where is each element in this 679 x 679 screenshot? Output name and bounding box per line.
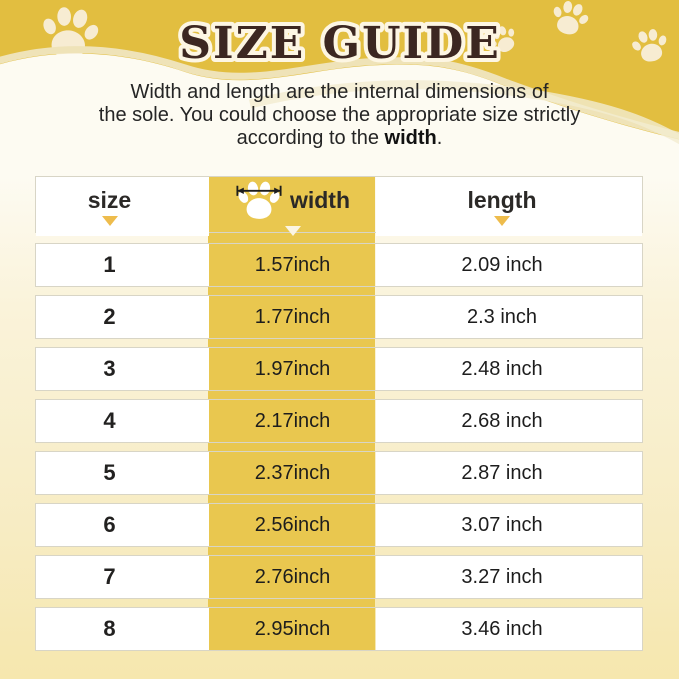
table-row: 3 1.97inch 2.48 inch [35,347,643,391]
table-row: 8 2.95inch 3.46 inch [35,607,643,651]
width-cell: 2.37inch [254,461,331,484]
table-row: 1 1.57inch 2.09 inch [35,243,643,287]
description-line-2: the sole. You could choose the appropria… [98,104,581,126]
length-cell: 2.09 inch [376,244,642,286]
table-row: 2 1.77inch 2.3 inch [35,295,643,339]
size-cell: 7 [36,556,209,598]
width-column-highlight [208,176,375,651]
width-header-label: width [289,187,351,213]
width-cell: 2.95inch [254,617,331,640]
top-banner: SIZE GUIDE [0,0,679,176]
table-row: 5 2.37inch 2.87 inch [35,451,643,495]
size-cell: 4 [36,400,209,442]
description-line-1: Width and length are the internal dimens… [130,81,549,103]
size-cell: 8 [36,608,209,650]
wave-divider [0,46,679,176]
length-cell: 3.27 inch [376,556,642,598]
length-cell: 2.68 inch [376,400,642,442]
column-header-width: width [209,177,376,236]
description-line-3: according to the width. [236,127,443,149]
size-cell: 6 [36,504,209,546]
table-row: 7 2.76inch 3.27 inch [35,555,643,599]
length-header-label: length [467,187,537,213]
triangle-down-icon [284,226,301,236]
width-cell: 2.76inch [254,565,331,588]
size-header-label: size [87,187,132,213]
triangle-down-icon [494,216,510,226]
table-row: 6 2.56inch 3.07 inch [35,503,643,547]
table-row: 4 2.17inch 2.68 inch [35,399,643,443]
size-cell: 3 [36,348,209,390]
size-cell: 2 [36,296,209,338]
column-header-length: length [376,177,642,236]
table-header-row: size width [35,176,643,236]
size-cell: 1 [36,244,209,286]
paw-width-measure-icon [236,177,282,223]
width-cell: 1.57inch [254,253,331,276]
length-cell: 3.07 inch [376,504,642,546]
description-text: Width and length are the internal dimens… [0,81,679,150]
width-cell: 2.17inch [254,409,331,432]
size-table: size width [35,176,643,651]
length-cell: 2.87 inch [376,452,642,494]
length-cell: 2.3 inch [376,296,642,338]
size-cell: 5 [36,452,209,494]
length-cell: 3.46 inch [376,608,642,650]
width-cell: 2.56inch [254,513,331,536]
column-header-size: size [36,177,209,236]
width-cell: 1.97inch [254,357,331,380]
page-title: SIZE GUIDE [179,18,501,69]
length-cell: 2.48 inch [376,348,642,390]
triangle-down-icon [101,216,118,226]
width-cell: 1.77inch [254,305,331,328]
